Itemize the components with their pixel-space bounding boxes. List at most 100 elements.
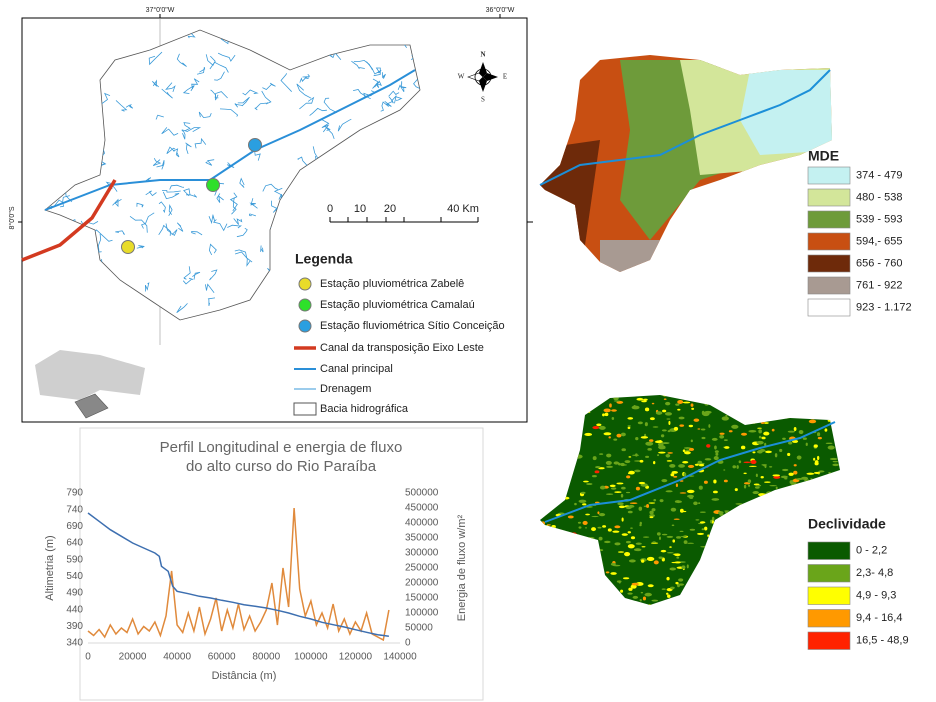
- slope-patch: [661, 478, 668, 483]
- slope-patch: [553, 447, 560, 450]
- slope-patch: [537, 535, 539, 539]
- slope-patch: [594, 393, 597, 394]
- slope-patch: [535, 570, 538, 571]
- drainage-line: [166, 146, 176, 155]
- slope-patch: [743, 484, 747, 489]
- y2-tick-label: 100000: [405, 608, 439, 619]
- slope-patch: [703, 480, 708, 484]
- slope-patch: [736, 566, 742, 570]
- slope-patch: [842, 512, 846, 515]
- slope-patch: [688, 424, 694, 428]
- y-tick-label: 390: [66, 621, 83, 632]
- slope-patch: [786, 396, 792, 401]
- slope-patch: [661, 588, 666, 590]
- slope-patch: [723, 479, 728, 483]
- slope-patch: [597, 526, 602, 529]
- slope-patch: [843, 561, 846, 564]
- slope-patch: [736, 525, 742, 528]
- slope-patch: [616, 433, 622, 438]
- slope-patch: [806, 414, 812, 416]
- drainage-line: [337, 118, 352, 132]
- series-line: [87, 512, 390, 638]
- drainage-line: [115, 100, 128, 112]
- slope-patch: [742, 506, 748, 511]
- slope-patch: [610, 487, 617, 490]
- slope-patch: [675, 403, 680, 406]
- slope-patch: [836, 481, 840, 483]
- slope-patch: [652, 541, 656, 543]
- slope-patch: [686, 489, 695, 494]
- drainage-line: [182, 277, 194, 285]
- drainage-line: [227, 162, 235, 168]
- slope-patch: [716, 554, 720, 558]
- slope-patch: [598, 425, 606, 430]
- slope-patch: [694, 463, 699, 466]
- slope-patch: [775, 562, 782, 565]
- compass: N S E W: [458, 51, 507, 104]
- slope-patch: [759, 449, 766, 452]
- legend-label: 0 - 2,2: [856, 545, 887, 557]
- x-tick-label: 140000: [383, 652, 417, 663]
- slope-patch: [749, 573, 754, 578]
- slope-patch: [542, 429, 549, 432]
- slope-patch: [827, 445, 835, 450]
- slope-patch: [823, 413, 828, 416]
- mde-legend-title: MDE: [808, 148, 839, 164]
- slope-patch: [678, 578, 684, 582]
- slope-river: [544, 421, 836, 523]
- slope-patch: [625, 491, 631, 494]
- compass-letter: S: [481, 96, 485, 104]
- slope-patch: [599, 562, 604, 566]
- slope-patch: [742, 603, 748, 605]
- slope-patch: [583, 587, 587, 589]
- legend-label: Drenagem: [320, 383, 371, 395]
- slope-patch: [793, 464, 797, 467]
- slope-patch: [661, 429, 667, 432]
- slope-patch: [716, 557, 720, 560]
- slope-patch: [789, 414, 792, 418]
- slope-patch: [705, 550, 709, 555]
- drainage-line: [249, 198, 258, 209]
- slope-patch: [678, 416, 685, 420]
- slope-patch: [743, 515, 747, 520]
- slope-patch: [721, 595, 729, 598]
- slope-patch: [666, 460, 673, 462]
- slope-patch: [599, 453, 604, 455]
- slope-patch: [592, 558, 597, 561]
- slope-patch: [736, 509, 741, 511]
- slope-patch: [828, 471, 831, 474]
- slope-patch: [714, 401, 717, 404]
- slope-patch: [534, 570, 539, 574]
- slope-patch: [782, 490, 789, 493]
- slope-patch: [677, 408, 681, 411]
- drainage-line: [366, 61, 382, 75]
- slope-patch: [834, 493, 839, 495]
- slope-patch: [647, 584, 654, 588]
- slope-patch: [735, 400, 740, 404]
- slope-patch: [841, 506, 845, 508]
- slope-patch: [552, 545, 559, 549]
- y-tick-label: 490: [66, 588, 83, 599]
- slope-patch: [738, 460, 742, 464]
- drainage-line: [158, 201, 166, 214]
- slope-patch: [781, 527, 788, 531]
- chart: 340 390 440 490 540 590 640 690 740 790 0 50000 1000…: [44, 488, 468, 682]
- slope-patch: [613, 400, 620, 402]
- slope-patch: [670, 507, 677, 512]
- slope-patch: [741, 432, 747, 436]
- slope-patch: [797, 549, 800, 552]
- slope-patch: [827, 419, 832, 422]
- drainage-line: [176, 53, 187, 67]
- slope-patch: [776, 502, 781, 506]
- legend-label: Estação pluviométrica Camalaú: [320, 299, 475, 311]
- x-tick-label: 100000: [294, 652, 328, 663]
- slope-patch: [663, 398, 667, 401]
- slope-patch: [691, 590, 699, 594]
- slope-patch: [772, 474, 781, 477]
- slope-patch: [744, 395, 749, 398]
- slope-patch: [804, 501, 811, 505]
- drainage-line: [156, 160, 165, 170]
- drainage-line: [145, 190, 157, 197]
- slope-patch: [625, 506, 632, 510]
